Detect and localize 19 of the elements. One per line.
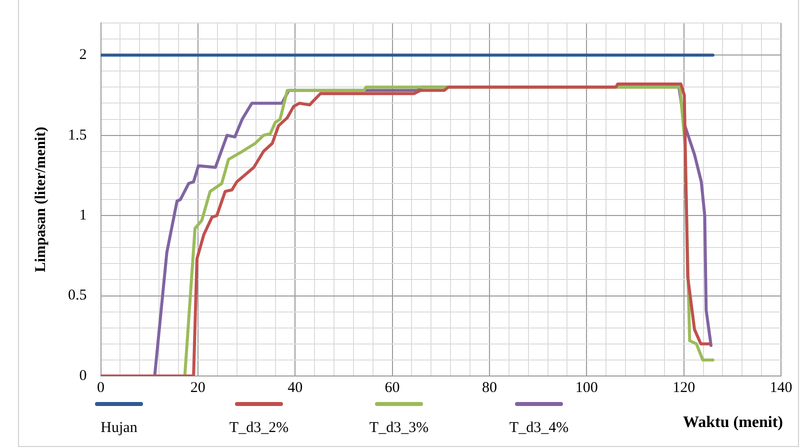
y-tick-label: 2 bbox=[79, 47, 87, 64]
legend-label: T_d3_4% bbox=[509, 420, 569, 436]
x-tick-label: 80 bbox=[482, 380, 497, 396]
x-tick-label: 140 bbox=[770, 380, 792, 396]
x-tick-label: 0 bbox=[97, 380, 104, 396]
x-axis-title: Waktu (menit) bbox=[683, 414, 783, 432]
x-tick-label: 60 bbox=[384, 380, 400, 396]
x-tick-label: 20 bbox=[190, 380, 206, 396]
legend-label: T_d3_2% bbox=[229, 420, 289, 436]
legend-label: T_d3_3% bbox=[369, 420, 429, 436]
y-tick-label: 1 bbox=[79, 207, 87, 224]
y-axis-title: Limpasan (liter/menit) bbox=[32, 126, 49, 272]
y-tick-label: 0 bbox=[79, 368, 87, 384]
y-tick-label: 1.5 bbox=[68, 127, 87, 144]
legend-label: Hujan bbox=[100, 420, 138, 436]
y-tick-label: 0.5 bbox=[68, 288, 87, 304]
x-tick-label: 100 bbox=[575, 380, 598, 396]
x-tick-label: 40 bbox=[288, 380, 303, 396]
x-tick-label: 120 bbox=[672, 380, 696, 396]
